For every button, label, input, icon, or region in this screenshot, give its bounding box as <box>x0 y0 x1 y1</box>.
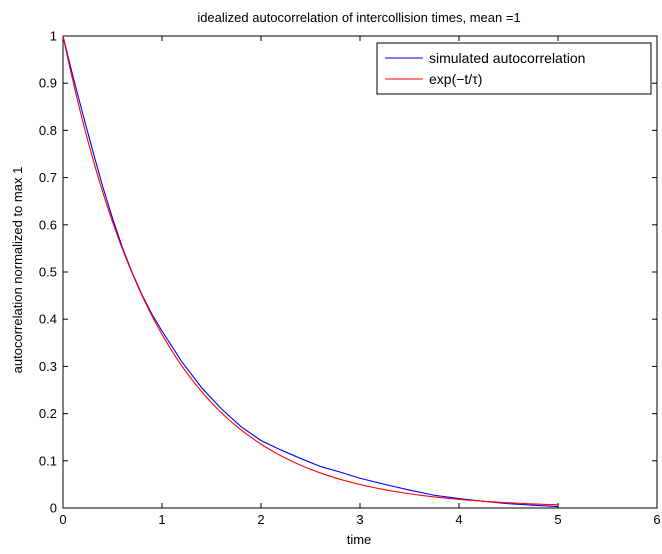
y-tick-label: 0.5 <box>39 265 57 280</box>
legend-label-2: exp(−t/τ) <box>429 71 482 87</box>
x-tick-label: 4 <box>455 512 462 527</box>
chart-title: idealized autocorrelation of intercollis… <box>197 10 520 25</box>
y-tick-label: 1 <box>50 29 57 44</box>
y-tick-label: 0.3 <box>39 359 57 374</box>
x-tick-label: 2 <box>257 512 264 527</box>
series-line-2 <box>62 35 559 506</box>
legend-box <box>376 42 652 95</box>
y-tick-label: 0.2 <box>39 406 57 421</box>
y-tick-label: 0.1 <box>39 453 57 468</box>
x-tick-label: 5 <box>554 512 561 527</box>
y-tick-label: 0.8 <box>39 123 57 138</box>
plot-area: 0 1 2 3 4 5 6 0 0.1 0.2 0.3 0.4 0.5 0.6 0.7 0.8 0.9 1 <box>39 29 661 528</box>
x-tick-label: 1 <box>158 512 165 527</box>
y-tick-label: 0.4 <box>39 312 57 327</box>
legend-label-1: simulated autocorrelation <box>429 50 585 66</box>
y-tick-label: 0.6 <box>39 217 57 232</box>
x-tick-label: 6 <box>653 512 660 527</box>
legend: simulated autocorrelation exp(−t/τ) <box>376 42 652 95</box>
x-axis-label: time <box>347 532 372 547</box>
y-tick-label: 0.9 <box>39 76 57 91</box>
x-tick-label: 3 <box>356 512 363 527</box>
y-axis-label: autocorrelation normalized to max 1 <box>10 167 25 374</box>
x-tick-label: 0 <box>59 512 66 527</box>
series-line-1 <box>62 35 559 508</box>
y-tick-label: 0.7 <box>39 170 57 185</box>
y-tick-label: 0 <box>50 501 57 516</box>
axes-box <box>62 35 658 509</box>
